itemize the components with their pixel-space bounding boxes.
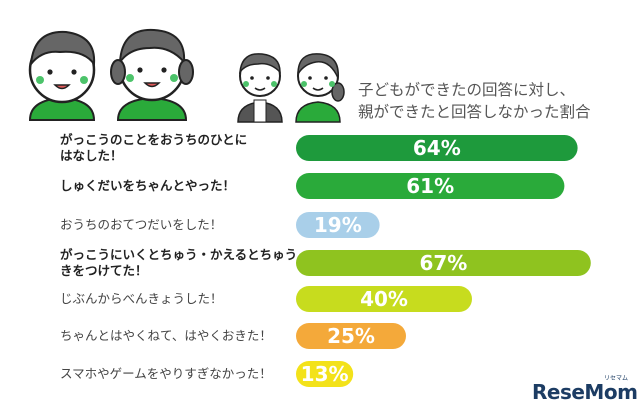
- resemom-logo-sub: リセマム: [604, 375, 629, 382]
- category-label-3-line-1: おうちのおてつだいをした！: [60, 217, 223, 232]
- category-label-1-line-1: がっこうのことをおうちのひとに: [60, 132, 248, 147]
- bar-value-label-1: 64%: [412, 136, 461, 160]
- category-label-5-line-1: じぶんからべんきょうした！: [60, 291, 223, 306]
- bar-value-label-5: 40%: [360, 287, 408, 311]
- chart-title: 子どもができたの回答に対し、 親ができたと回答しなかった割合: [358, 79, 591, 123]
- bar-4: [296, 250, 591, 276]
- bar-2: [296, 173, 565, 199]
- category-label-6-line-1: ちゃんとはやくねて、はやくおきた！: [60, 328, 272, 343]
- bar-value-label-2: 61%: [406, 174, 455, 198]
- boy-figure: [28, 30, 96, 121]
- category-label-1-line-2: はなした！: [60, 148, 123, 163]
- family-illustration: [28, 28, 345, 123]
- bar-6: [296, 323, 406, 349]
- father-figure: [237, 53, 283, 123]
- mother-figure: [295, 53, 345, 123]
- category-label-2-line-1: しゅくだいをちゃんとやった！: [60, 178, 236, 193]
- bar-5: [296, 286, 472, 312]
- girl-figure: [110, 28, 194, 121]
- resemom-logo: ReseMom: [532, 380, 638, 404]
- category-label-4-line-2: きをつけてた！: [60, 263, 148, 278]
- category-label-4-line-1: がっこうにいくとちゅう・かえるとちゅう、: [60, 247, 310, 262]
- category-label-7-line-1: スマホやゲームをやりすぎなかった！: [60, 366, 272, 381]
- bar-value-label-6: 25%: [327, 324, 375, 348]
- bar-value-label-3: 19%: [313, 213, 362, 237]
- bar-value-label-7: 13%: [300, 362, 349, 386]
- bar-7: [296, 361, 354, 387]
- bar-value-label-4: 67%: [419, 251, 468, 275]
- bar-3: [296, 212, 380, 238]
- chart-title-line-2: 親ができたと回答しなかった割合: [358, 103, 591, 121]
- bar-1: [296, 135, 578, 161]
- chart-title-line-1: 子どもができたの回答に対し、: [358, 81, 576, 99]
